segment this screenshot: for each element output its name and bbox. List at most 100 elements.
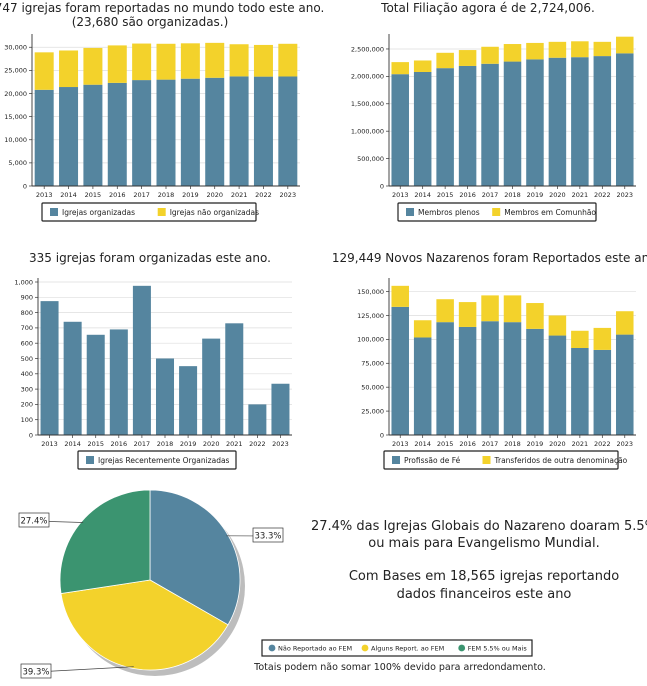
chart-churches: 0 5,000 10,000 15,000 20,000 25,000 30,000 2013…: [4, 34, 300, 222]
bar-newnaz-base: [526, 328, 544, 435]
bar-organized-base: [202, 338, 221, 435]
y-tick-label: 150,000: [357, 288, 384, 296]
bar-membership-stack: [481, 46, 499, 64]
x-tick-label: 2013: [392, 191, 409, 199]
bar-churches-base: [132, 80, 152, 186]
bar-membership-stack: [391, 62, 409, 75]
info-line-4: dados financeiros este ano: [397, 587, 572, 602]
bar-newnaz-base: [503, 322, 522, 435]
bar-churches-stack: [156, 43, 176, 80]
bar-churches-base: [180, 78, 200, 186]
charts-layer: 0 5,000 10,000 15,000 20,000 25,000 30,000 2013…: [4, 34, 636, 679]
bar-churches-stack: [229, 44, 249, 77]
y-tick-label: 2,500,000: [351, 45, 384, 53]
legend-swatch: [268, 644, 276, 652]
bar-membership-base: [571, 57, 589, 187]
pie-slice: [60, 579, 229, 671]
legend-box: [41, 202, 257, 222]
y-tick-label: 1,000,000: [351, 127, 384, 135]
legend-swatch: [50, 208, 58, 216]
bar-newnaz-stack: [503, 295, 522, 323]
bar-membership-base: [616, 53, 634, 187]
x-tick-label: 2020: [549, 191, 566, 199]
bar-membership-base: [413, 71, 432, 186]
x-tick-label: 2019: [527, 440, 544, 448]
x-tick-label: 2017: [482, 440, 499, 448]
x-tick-label: 2015: [87, 440, 104, 448]
legend-label: Membros em Comunhão: [504, 208, 596, 217]
bar-churches-base: [205, 77, 225, 186]
y-tick-label: 100,000: [357, 336, 384, 344]
x-tick-label: 2023: [616, 440, 633, 448]
x-tick-label: 2018: [504, 440, 521, 448]
legend-label: Profissão de Fé: [404, 456, 461, 465]
bar-churches-base: [59, 87, 79, 186]
bar-churches-stack: [205, 42, 225, 78]
legend-label: Igrejas organizadas: [62, 208, 135, 217]
bar-newnaz-base: [413, 337, 432, 435]
bar-newnaz-stack: [481, 295, 499, 322]
bar-membership-stack: [571, 41, 589, 58]
x-tick-label: 2021: [572, 440, 589, 448]
x-tick-label: 2015: [437, 440, 454, 448]
chart-giving: 33.3% 39.3% 27.4% Não Reportado ao FEM Algun…: [18, 489, 533, 679]
bar-newnaz-stack: [391, 285, 409, 307]
y-tick-label: 75,000: [361, 360, 384, 368]
bar-organized-base: [179, 366, 198, 435]
bar-membership-stack: [548, 41, 567, 58]
bar-membership-base: [436, 68, 454, 186]
legend-swatch: [482, 456, 491, 464]
legend-organized: Igrejas Recentemente Organizadas: [77, 450, 237, 470]
info-line-2: ou mais para Evangelismo Mundial.: [368, 536, 600, 551]
x-tick-label: 2019: [527, 191, 544, 199]
bar-newnaz-stack: [593, 327, 612, 350]
bar-newnaz-base: [616, 334, 634, 435]
y-tick-label: 1,500,000: [351, 100, 384, 108]
chart-title-membership: Total Filiação agora é de 2,724,006.: [380, 1, 595, 15]
y-tick-label: 15,000: [4, 113, 27, 121]
y-tick-label: 125,000: [357, 312, 384, 320]
bar-newnaz-base: [548, 335, 567, 435]
x-tick-label: 2022: [249, 440, 266, 448]
legend-label: FEM 5.5% ou Mais: [468, 645, 528, 653]
bar-churches-base: [156, 79, 176, 186]
bar-organized-base: [155, 358, 175, 435]
chart-title-new-nazarenes: 129,449 Novos Nazarenos foram Reportados…: [332, 251, 647, 265]
y-tick-label: 100: [21, 416, 33, 424]
x-tick-label: 2018: [158, 191, 175, 199]
x-tick-label: 2022: [594, 191, 611, 199]
y-tick-label: 0: [29, 431, 33, 439]
bar-organized-base: [109, 329, 128, 435]
legend-swatch: [157, 208, 166, 216]
y-tick-label: 400: [21, 370, 33, 378]
y-tick-label: 25,000: [4, 67, 27, 75]
footnote: Totais podem não somar 100% devido para …: [253, 662, 546, 673]
x-tick-label: 2021: [226, 440, 243, 448]
x-tick-label: 2022: [255, 191, 272, 199]
bar-churches-base: [83, 84, 103, 186]
y-tick-label: 2,000,000: [351, 73, 384, 81]
y-tick-label: 1,000: [14, 278, 33, 286]
legend-membership: Membros plenos Membros em Comunhão: [397, 202, 597, 222]
info-line-1: 27.4% das Igrejas Globais do Nazareno do…: [311, 519, 647, 534]
y-tick-label: 25,000: [361, 407, 384, 415]
bar-membership-stack: [458, 50, 477, 66]
x-tick-label: 2014: [414, 191, 431, 199]
x-tick-label: 2021: [572, 191, 589, 199]
bar-membership-stack: [436, 52, 454, 69]
x-tick-label: 2014: [414, 440, 431, 448]
x-tick-label: 2014: [60, 191, 77, 199]
bar-churches-base: [34, 89, 54, 186]
chart-title-organized: 335 igrejas foram organizadas este ano.: [29, 251, 271, 265]
bar-newnaz-stack: [526, 303, 544, 329]
pie-label-box: [18, 512, 50, 528]
x-tick-label: 2023: [616, 191, 633, 199]
bar-churches-stack: [83, 47, 103, 85]
bar-organized-base: [63, 321, 82, 435]
bar-churches-base: [107, 82, 127, 186]
bar-newnaz-base: [481, 321, 499, 435]
x-tick-label: 2019: [180, 440, 197, 448]
bar-membership-stack: [526, 42, 544, 60]
legend-box: [261, 639, 533, 657]
